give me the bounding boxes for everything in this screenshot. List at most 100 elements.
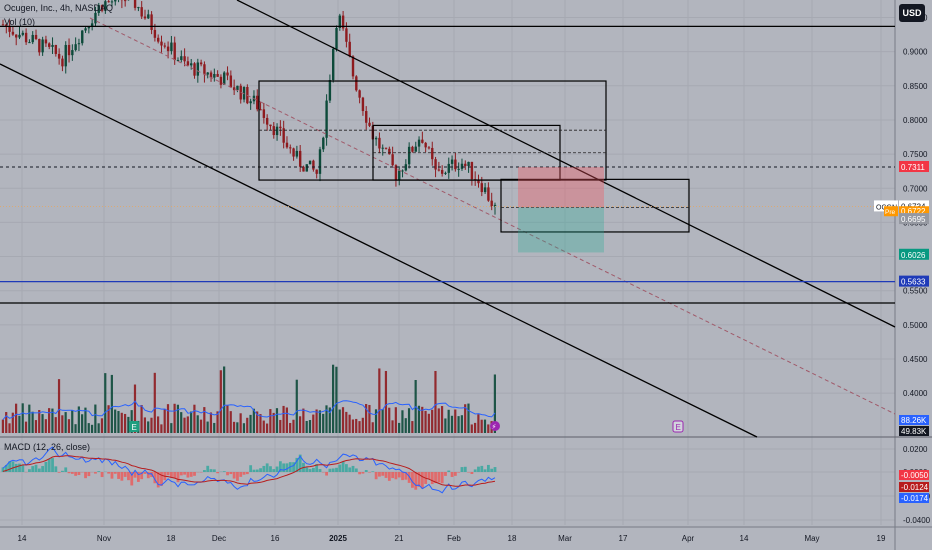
macd-histogram-bar [447,470,451,472]
volume-bar [454,409,457,433]
time-tick-label: Feb [447,534,461,543]
time-tick-label: Dec [212,534,226,543]
macd-histogram-bar [1,467,5,472]
price-tick-label: 0.7500 [903,150,928,159]
volume-bar [431,409,434,433]
volume-bar [345,411,348,433]
volume-bar [153,372,156,433]
candle-body [450,159,454,164]
volume-bar [77,406,80,433]
candle-body [87,26,91,29]
candle-body [166,46,170,52]
volume-bar [44,419,47,433]
macd-histogram-bar [54,466,58,472]
currency-button[interactable]: USD [899,4,925,22]
volume-bar [252,408,255,433]
candle-body [90,23,94,27]
volume-bar [84,407,87,433]
volume-bar [150,417,153,433]
macd-histogram-bar [146,472,150,479]
price-tag: 0.5633 [901,278,926,287]
dividend-marker-icon [490,421,500,431]
candle-body [21,32,25,35]
candle-body [48,43,51,47]
volume-bar [133,384,137,433]
volume-bar [483,419,487,433]
macd-histogram-bar [64,467,68,472]
macd-histogram-bar [269,466,272,472]
macd-histogram-bar [262,465,266,472]
candle-body [361,97,365,112]
volume-bar [275,408,279,433]
volume-bar [186,416,189,433]
macd-histogram-bar [84,472,87,479]
candle-body [226,72,229,76]
macd-histogram-bar [397,472,401,478]
time-tick-label: 21 [395,534,404,543]
volume-bar [401,410,404,433]
candle-body [206,72,209,75]
candle-body [74,44,77,51]
time-tick-label: May [804,534,819,543]
volume-bar [477,414,480,433]
volume-bar [15,403,18,433]
macd-histogram-bar [338,464,342,472]
candle-body [454,159,457,170]
volume-indicator-label[interactable]: Vol (10) [4,17,36,27]
volume-bar [5,412,8,433]
volume-bar [361,417,364,433]
macd-histogram-bar [305,467,309,472]
macd-histogram-bar [123,472,127,477]
volume-bar [180,412,183,433]
candle-body [315,169,318,174]
price-tag-bg [899,275,929,287]
volume-bar [394,407,397,433]
time-tick-label: 14 [18,534,27,543]
candle-body [318,149,322,174]
volume-bar [64,412,67,433]
macd-histogram-bar [331,468,335,472]
macd-histogram-bar [255,469,259,472]
candle-body [378,137,381,149]
candle-body [24,32,28,43]
earnings-marker-icon [129,421,139,432]
time-tick-label: 16 [271,534,280,543]
volume-bar [183,417,186,433]
macd-histogram-bar [179,472,183,476]
macd-histogram-bar [259,468,262,472]
candle-body [464,163,467,167]
candle-body [338,15,342,28]
candle-body [38,39,41,53]
macd-histogram-bar [434,472,437,484]
macd-histogram-bar [173,472,177,479]
candle-body [143,16,147,19]
volume-bar [265,423,269,433]
macd-histogram-bar [298,454,302,472]
volume-bar [196,415,199,433]
price-tick-label: 0.7000 [903,184,928,193]
macd-histogram-bar [100,472,104,478]
macd-histogram-bar [308,469,312,472]
volume-bar [487,424,490,433]
volume-bar [114,409,117,433]
macd-indicator-label[interactable]: MACD (12, 26, close) [4,442,91,452]
macd-histogram-bar [74,472,78,476]
candle-body [107,1,110,3]
macd-histogram-bar [391,472,395,479]
macd-histogram-bar [216,472,220,474]
macd-histogram-bar [358,472,362,475]
candle-body [345,28,348,42]
volume-bar [318,410,321,433]
macd-histogram-bar [183,472,187,475]
volume-bar [104,373,107,433]
candle-body [44,39,48,44]
volume-bar [173,403,176,433]
macd-histogram-bar [453,472,457,476]
macd-tag-bg [899,482,929,492]
macd-tag-bg [899,493,929,503]
time-tick-label: Apr [682,534,695,543]
volume-bar [120,412,123,433]
candle-body [292,148,295,157]
price-tick-label: 0.5000 [903,321,928,330]
